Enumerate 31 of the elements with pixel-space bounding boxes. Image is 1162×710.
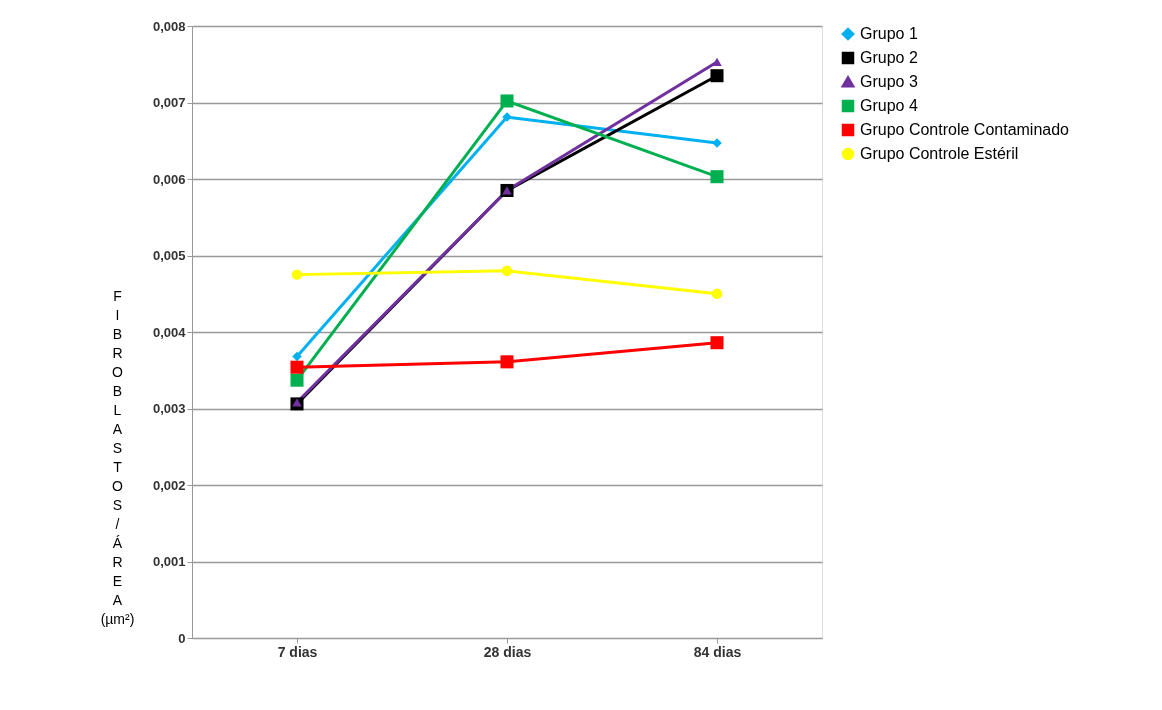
x-tick-label: 84 dias — [693, 643, 742, 660]
y-tick-label: 0,005 — [152, 248, 186, 263]
y-tick-label: 0,007 — [152, 95, 186, 110]
point — [501, 265, 513, 277]
y-tick-label: 0,008 — [152, 18, 186, 34]
legend-label: Grupo 2 — [860, 49, 918, 66]
y-tick-label: 0,006 — [152, 171, 186, 187]
point — [712, 57, 722, 67]
point — [710, 336, 724, 350]
x-tick-label: 28 dias — [483, 643, 532, 660]
text: FIBROBLASTOS/ÁREA (µm²) — [100, 287, 135, 627]
y-tick-label: 0,002 — [152, 477, 186, 493]
point — [710, 69, 724, 83]
legend-label: Grupo 4 — [860, 97, 918, 114]
point — [500, 355, 514, 369]
point — [291, 269, 303, 280]
point — [292, 351, 302, 362]
legend-label: Grupo 1 — [860, 25, 918, 42]
y-tick-label: 0,004 — [152, 324, 187, 340]
y-tick-label: 0 — [178, 630, 186, 646]
y-tick-label: 0,001 — [152, 554, 186, 569]
point — [710, 170, 724, 184]
x-tick-label: 7 dias — [277, 643, 318, 660]
point — [500, 94, 514, 108]
legend-label: Grupo 3 — [860, 73, 918, 90]
y-tick-label: 0,003 — [152, 401, 186, 416]
point — [711, 288, 723, 299]
point — [290, 360, 304, 374]
legend-label: Grupo Controle Estéril — [860, 145, 1019, 162]
legend-label: Grupo Controle Contaminado — [860, 121, 1070, 138]
point — [290, 373, 304, 387]
